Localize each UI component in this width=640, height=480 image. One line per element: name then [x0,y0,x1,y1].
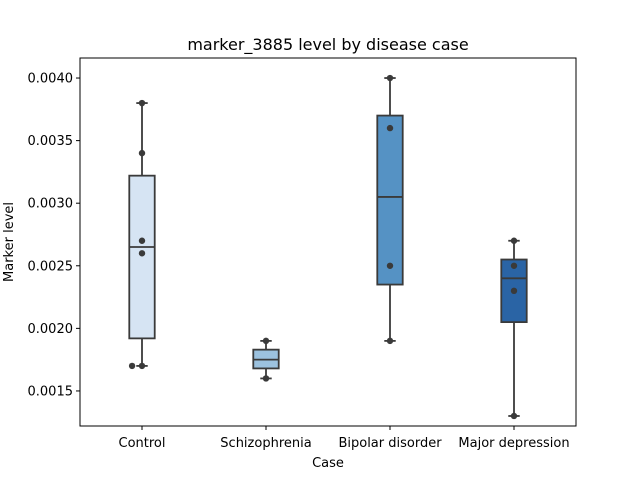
data-point [138,237,146,244]
data-point [386,124,394,132]
y-tick-label: 0.0015 [28,384,74,399]
data-point [510,287,518,295]
data-point [386,262,394,269]
data-point [510,262,518,269]
y-tick-label: 0.0020 [28,322,74,337]
data-point [386,74,394,82]
box-body [128,174,156,340]
data-point [138,362,146,370]
y-tick-label: 0.0040 [28,72,74,87]
x-tick-label: Major depression [458,436,569,451]
x-axis: Control Schizophrenia Bipolar disorder Majo… [119,426,570,451]
chart-title: marker_3885 level by disease case [187,35,468,55]
data-point [510,237,518,244]
points-layer [128,74,518,420]
plot-frame [79,57,577,427]
data-point [138,250,146,257]
x-tick-label: Bipolar disorder [338,436,442,451]
data-point [128,362,136,370]
data-point [386,337,394,345]
data-point [138,149,146,157]
data-point [262,337,270,345]
x-axis-label: Case [312,456,344,471]
box-bipolar-disorder [376,77,404,342]
box-control [128,102,156,367]
x-tick-label: Control [119,436,166,451]
y-axis: 0.0015 0.0020 0.0025 0.0030 0.0035 0.0040 [28,72,80,399]
data-point [138,99,146,107]
box-body [376,114,404,286]
boxes-layer [128,77,528,417]
x-tick-label: Schizophrenia [220,436,311,451]
y-tick-label: 0.0030 [28,197,74,212]
y-tick-label: 0.0025 [28,259,74,274]
y-axis-label: Marker level [2,202,17,282]
data-point [510,412,518,420]
y-tick-label: 0.0035 [28,134,74,149]
data-point [262,375,270,382]
